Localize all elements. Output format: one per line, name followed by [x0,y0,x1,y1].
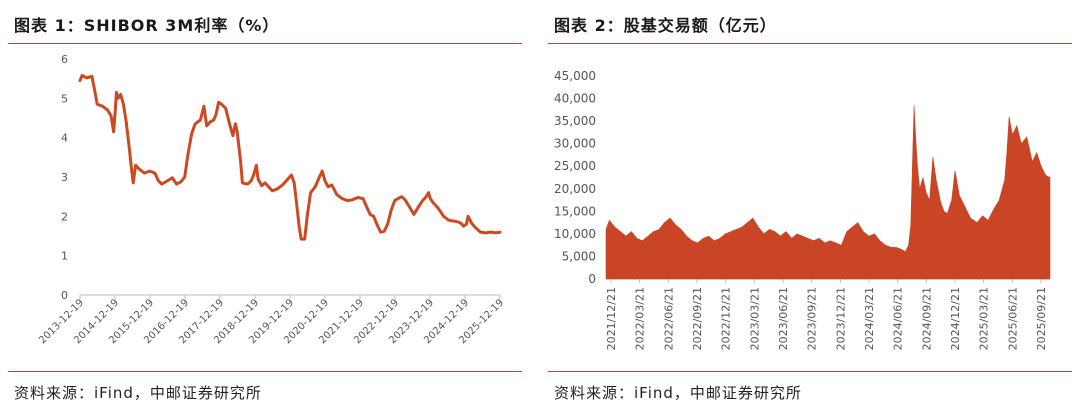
source-rule [8,371,522,372]
chart-source: 资料来源：iFind，中邮证券研究所 [554,384,802,402]
source-rule [548,371,1072,372]
x-tick-label: 2023/06/21 [777,287,790,350]
y-tick-label: 25,000 [554,159,596,173]
x-tick-label: 2022/12/21 [720,287,733,350]
chart-title: 图表 1：SHIBOR 3M利率（%） [14,16,280,35]
title-rule [8,43,522,44]
y-tick-label: 20,000 [554,182,596,196]
x-tick-label: 2024/09/21 [920,287,933,350]
title-rule [548,43,1072,44]
x-tick-label: 2022/06/21 [662,287,675,350]
x-tick-label: 2025/03/21 [978,287,991,350]
y-tick-label: 30,000 [554,137,596,151]
y-tick-label: 6 [61,53,68,66]
shibor-line-chart: 01234562013-12-192014-12-192015-12-19201… [37,53,506,346]
x-tick-label: 2022/03/21 [634,287,647,350]
chart-title: 图表 2：股基交易额（亿元） [554,16,777,35]
y-tick-label: 10,000 [554,227,596,241]
turnover-area-chart: 0 5,000 10,000 15,000 20,000 25,000 30,000 35,0… [554,69,1051,350]
x-tick-label: 2021/12/21 [605,287,618,350]
chart-source: 资料来源：iFind，中邮证券研究所 [14,384,262,402]
y-tick-label: 40,000 [554,92,596,106]
y-tick-label: 35,000 [554,114,596,128]
x-tick-label: 2024/03/21 [863,287,876,350]
y-tick-label: 2 [61,210,68,223]
chart-panel-shibor: 图表 1：SHIBOR 3M利率（%） 0 1 2 3 4 5 6 2013-12-19 201… [0,0,530,419]
y-tick-label: 15,000 [554,204,596,218]
y-tick-label: 0 [588,272,596,286]
y-tick-label: 0 [61,289,68,302]
chart-panel-turnover: 图表 2：股基交易额（亿元） 0 5,000 10,000 15,000 20,000 2… [540,0,1080,419]
y-tick-label: 5,000 [562,249,596,263]
shibor-line-series [78,74,502,241]
y-tick-label: 3 [61,171,68,184]
y-tick-label: 5 [61,92,68,105]
x-tick-label: 2023/03/21 [748,287,761,350]
y-tick-label: 4 [61,132,68,145]
x-tick-label: 2023/09/21 [806,287,819,350]
x-tick-label: 2025/09/21 [1035,287,1048,350]
y-tick-label: 1 [61,250,68,263]
y-tick-label: 45,000 [554,69,596,83]
x-tick-label: 2024/12/21 [949,287,962,350]
x-tick-label: 2023/12/21 [834,287,847,350]
x-tick-label: 2024/06/21 [892,287,905,350]
x-tick-label: 2025/06/21 [1006,287,1019,350]
x-tick-label: 2022/09/21 [691,287,704,350]
turnover-area-series [605,105,1051,280]
